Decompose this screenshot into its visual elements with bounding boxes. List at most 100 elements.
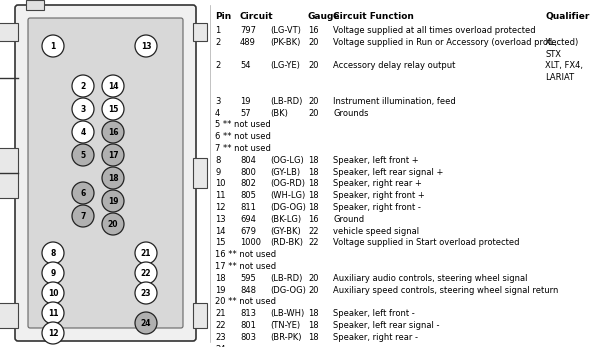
Text: Auxiliary speed controls, steering wheel signal return: Auxiliary speed controls, steering wheel… <box>333 286 559 295</box>
Text: 18: 18 <box>308 191 319 200</box>
Circle shape <box>72 121 94 143</box>
Text: (TN-YE): (TN-YE) <box>270 321 300 330</box>
Text: 2: 2 <box>80 82 86 91</box>
Text: Gauge: Gauge <box>308 12 341 21</box>
Text: 21: 21 <box>215 309 226 318</box>
Text: 22: 22 <box>215 321 226 330</box>
Text: 14: 14 <box>108 82 118 91</box>
Text: 16 ** not used: 16 ** not used <box>215 250 276 259</box>
Circle shape <box>102 190 124 212</box>
Text: 18: 18 <box>107 174 118 183</box>
Text: Instrument illumination, feed: Instrument illumination, feed <box>333 97 456 106</box>
FancyBboxPatch shape <box>0 23 18 41</box>
Text: Speaker, right rear +: Speaker, right rear + <box>333 179 422 188</box>
Text: Speaker, left rear signal +: Speaker, left rear signal + <box>333 168 443 177</box>
Text: 1: 1 <box>215 26 220 35</box>
Text: Voltage supplied in Start overload protected: Voltage supplied in Start overload prote… <box>333 238 520 247</box>
Text: Ground: Ground <box>333 215 364 224</box>
Circle shape <box>72 144 94 166</box>
Text: 2: 2 <box>215 38 220 47</box>
Text: (PK-BK): (PK-BK) <box>270 38 301 47</box>
Text: Speaker, right rear -: Speaker, right rear - <box>333 333 418 342</box>
FancyBboxPatch shape <box>193 23 207 41</box>
Text: (BR-PK): (BR-PK) <box>270 333 302 342</box>
Text: 23: 23 <box>141 288 151 297</box>
Text: 848: 848 <box>240 286 256 295</box>
Text: 20: 20 <box>308 286 319 295</box>
Text: (BK): (BK) <box>270 109 288 118</box>
Text: 813: 813 <box>240 309 256 318</box>
Text: 15: 15 <box>108 104 118 113</box>
Text: 57: 57 <box>240 109 251 118</box>
Text: 54: 54 <box>240 61 251 70</box>
Text: (LB-RD): (LB-RD) <box>270 274 302 283</box>
Text: (GY-BK): (GY-BK) <box>270 227 301 236</box>
Text: 19: 19 <box>108 196 118 205</box>
Circle shape <box>135 242 157 264</box>
Text: 20: 20 <box>108 220 118 229</box>
Circle shape <box>102 144 124 166</box>
Text: 11: 11 <box>215 191 226 200</box>
Text: 805: 805 <box>240 191 256 200</box>
Text: (LG-YE): (LG-YE) <box>270 61 300 70</box>
Text: (WH-LG): (WH-LG) <box>270 191 305 200</box>
Text: 3: 3 <box>215 97 220 106</box>
Text: (BK-LG): (BK-LG) <box>270 215 301 224</box>
Text: 6: 6 <box>80 188 86 197</box>
Text: 18: 18 <box>308 333 319 342</box>
Text: 20: 20 <box>308 61 319 70</box>
FancyBboxPatch shape <box>193 158 207 188</box>
Text: (DG-OG): (DG-OG) <box>270 286 306 295</box>
Text: 23: 23 <box>215 333 226 342</box>
Text: 16: 16 <box>108 127 118 136</box>
Circle shape <box>42 242 64 264</box>
Text: (DG-OG): (DG-OG) <box>270 203 306 212</box>
Text: 5 ** not used: 5 ** not used <box>215 120 271 129</box>
Text: 3: 3 <box>80 104 86 113</box>
Text: 801: 801 <box>240 321 256 330</box>
Text: Grounds: Grounds <box>333 109 368 118</box>
Text: 22: 22 <box>308 238 319 247</box>
Text: (LG-VT): (LG-VT) <box>270 26 301 35</box>
Text: 489: 489 <box>240 38 256 47</box>
Text: Accessory delay relay output: Accessory delay relay output <box>333 61 455 70</box>
FancyBboxPatch shape <box>26 0 44 10</box>
Text: 17: 17 <box>107 151 118 160</box>
Text: 800: 800 <box>240 168 256 177</box>
Text: 24: 24 <box>141 319 151 328</box>
Circle shape <box>135 282 157 304</box>
Text: 13: 13 <box>141 42 151 51</box>
Text: 1000: 1000 <box>240 238 261 247</box>
Circle shape <box>102 167 124 189</box>
Circle shape <box>102 75 124 97</box>
Circle shape <box>42 262 64 284</box>
Circle shape <box>102 213 124 235</box>
Text: 811: 811 <box>240 203 256 212</box>
Text: 595: 595 <box>240 274 256 283</box>
Text: 679: 679 <box>240 227 256 236</box>
Text: 8: 8 <box>215 156 220 165</box>
FancyBboxPatch shape <box>28 18 183 328</box>
Circle shape <box>42 35 64 57</box>
Circle shape <box>135 312 157 334</box>
Text: 802: 802 <box>240 179 256 188</box>
FancyBboxPatch shape <box>0 303 18 328</box>
Text: Voltage supplied in Run or Accessory (overload protected): Voltage supplied in Run or Accessory (ov… <box>333 38 578 47</box>
Text: 4: 4 <box>80 127 86 136</box>
Text: 12: 12 <box>48 329 58 338</box>
Text: 18: 18 <box>308 156 319 165</box>
Text: XL,: XL, <box>545 38 558 47</box>
Text: (GY-LB): (GY-LB) <box>270 168 300 177</box>
Text: Circuit: Circuit <box>240 12 274 21</box>
Text: 19: 19 <box>215 286 226 295</box>
Text: Pin: Pin <box>215 12 231 21</box>
Text: (LB-RD): (LB-RD) <box>270 97 302 106</box>
Text: 15: 15 <box>215 238 226 247</box>
Text: 1: 1 <box>50 42 56 51</box>
Circle shape <box>42 322 64 344</box>
Circle shape <box>72 205 94 227</box>
Text: 694: 694 <box>240 215 256 224</box>
Circle shape <box>42 302 64 324</box>
Text: Circuit Function: Circuit Function <box>333 12 414 21</box>
Text: vehicle speed signal: vehicle speed signal <box>333 227 419 236</box>
